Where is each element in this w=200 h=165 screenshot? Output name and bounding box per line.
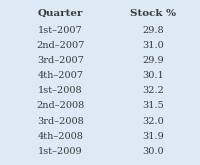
Text: 31.0: 31.0 <box>141 41 163 50</box>
Text: 1st–2009: 1st–2009 <box>38 147 82 156</box>
Text: 32.2: 32.2 <box>141 86 163 95</box>
Text: 3rd–2008: 3rd–2008 <box>37 117 83 126</box>
Text: Stock %: Stock % <box>129 9 175 18</box>
Text: 1st–2008: 1st–2008 <box>38 86 82 95</box>
Text: 31.9: 31.9 <box>141 132 163 141</box>
Text: 30.0: 30.0 <box>141 147 163 156</box>
Text: 4th–2007: 4th–2007 <box>37 71 83 80</box>
Text: Quarter: Quarter <box>37 9 83 18</box>
Text: 31.5: 31.5 <box>141 101 163 111</box>
Text: 30.1: 30.1 <box>141 71 163 80</box>
Text: 2nd–2008: 2nd–2008 <box>36 101 84 111</box>
Text: 1st–2007: 1st–2007 <box>38 26 82 35</box>
Text: 4th–2008: 4th–2008 <box>37 132 83 141</box>
Text: 2nd–2007: 2nd–2007 <box>36 41 84 50</box>
Text: 3rd–2007: 3rd–2007 <box>37 56 83 65</box>
Text: 32.0: 32.0 <box>141 117 163 126</box>
Text: 29.9: 29.9 <box>141 56 163 65</box>
Text: 29.8: 29.8 <box>141 26 163 35</box>
